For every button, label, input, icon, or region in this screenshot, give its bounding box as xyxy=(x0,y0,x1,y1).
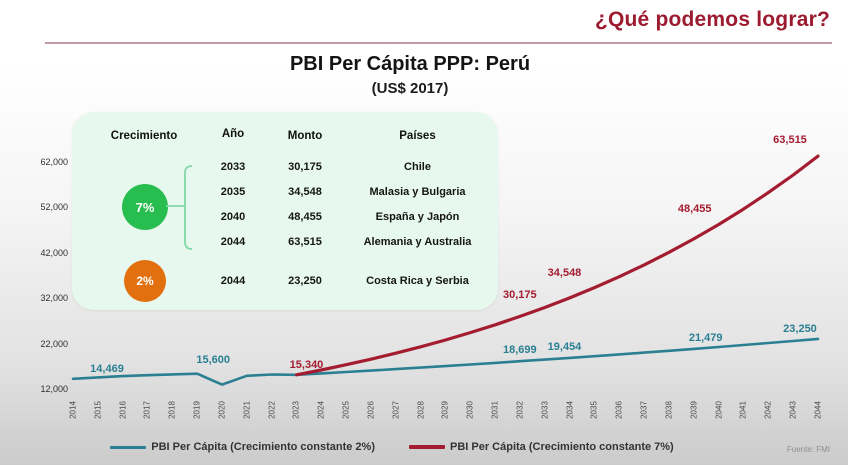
x-axis-tick: 2021 xyxy=(242,401,252,419)
data-point-label: 21,479 xyxy=(688,331,723,344)
col-header-paises: Países xyxy=(399,130,436,142)
legend-item-2pct: PBI Per Cápita (Crecimiento constante 2%… xyxy=(110,441,375,453)
scenario-table: Crecimiento Año Monto Países 7% 2% 2033 … xyxy=(72,112,498,310)
x-axis-tick: 2033 xyxy=(540,401,550,419)
row-amount: 63,515 xyxy=(288,236,322,248)
row-countries: España y Japón xyxy=(375,211,460,223)
x-axis-tick: 2035 xyxy=(589,401,599,419)
x-axis-tick: 2044 xyxy=(813,401,823,419)
x-axis-tick: 2019 xyxy=(192,401,202,419)
col-header-monto: Monto xyxy=(287,130,323,142)
chart-subtitle: (US$ 2017) xyxy=(371,80,449,97)
data-point-label: 23,250 xyxy=(783,322,817,335)
x-axis-tick: 2016 xyxy=(118,401,128,419)
x-axis-tick: 2020 xyxy=(217,401,227,419)
legend-line-teal-icon xyxy=(110,445,147,449)
data-point-label: 48,455 xyxy=(677,203,712,216)
x-axis-tick: 2030 xyxy=(465,401,475,419)
x-axis-tick: 2034 xyxy=(565,401,575,419)
legend-label: PBI Per Cápita (Crecimiento constante 7%… xyxy=(450,441,674,453)
row-year: 2044 xyxy=(220,236,246,248)
x-axis-tick: 2026 xyxy=(366,401,376,419)
x-axis-tick: 2029 xyxy=(440,401,450,419)
y-axis-tick: 12,000 xyxy=(40,384,68,394)
x-axis-tick: 2031 xyxy=(490,401,500,419)
y-axis-tick: 42,000 xyxy=(40,247,68,258)
x-axis-tick: 2017 xyxy=(142,401,152,419)
x-axis-tick: 2039 xyxy=(689,401,699,419)
x-axis-tick: 2023 xyxy=(291,401,301,419)
data-point-label: 18,699 xyxy=(503,343,537,356)
x-axis-tick: 2015 xyxy=(93,401,103,419)
x-axis-tick: 2024 xyxy=(316,401,326,419)
data-point-label: 14,469 xyxy=(90,362,124,375)
growth-2-badge: 2% xyxy=(124,260,166,302)
col-header-crecimiento: Crecimiento xyxy=(110,130,178,142)
row-amount: 30,175 xyxy=(288,161,322,173)
data-point-label: 15,340 xyxy=(289,358,324,371)
x-axis-tick: 2014 xyxy=(68,401,78,419)
row-year: 2033 xyxy=(220,161,246,173)
y-axis-tick: 62,000 xyxy=(40,157,68,167)
row-year: 2035 xyxy=(220,186,246,198)
x-axis-tick: 2038 xyxy=(664,401,674,419)
series-line-1 xyxy=(294,154,820,377)
x-axis-tick: 2041 xyxy=(738,401,748,419)
data-point-label: 34,548 xyxy=(547,266,582,279)
y-axis-tick: 22,000 xyxy=(40,338,68,349)
x-axis-tick: 2040 xyxy=(714,401,724,419)
header-question: ¿Qué podemos lograr? xyxy=(594,8,830,31)
legend-line-red-icon xyxy=(409,445,445,449)
row-countries: Malasia y Bulgaria xyxy=(369,186,466,198)
series-line-0 xyxy=(71,337,820,386)
data-point-label: 63,515 xyxy=(773,134,807,147)
bracket-icon xyxy=(166,165,193,250)
x-axis-tick: 2018 xyxy=(167,401,177,419)
legend-item-7pct: PBI Per Cápita (Crecimiento constante 7%… xyxy=(409,441,674,453)
row-countries: Chile xyxy=(404,161,431,173)
x-axis-tick: 2032 xyxy=(515,401,525,419)
x-axis-tick: 2025 xyxy=(341,401,351,419)
legend: PBI Per Cápita (Crecimiento constante 2%… xyxy=(0,441,816,453)
x-axis-tick: 2027 xyxy=(391,401,401,419)
source-note: Fuente: FMI xyxy=(786,445,830,454)
y-axis-tick: 52,000 xyxy=(40,202,68,213)
data-point-label: 19,454 xyxy=(547,341,582,354)
x-axis-tick: 2042 xyxy=(763,401,773,419)
row-amount: 48,455 xyxy=(288,211,322,223)
x-axis-tick: 2028 xyxy=(416,401,426,419)
col-header-ano: Año xyxy=(221,128,245,140)
x-axis-tick: 2043 xyxy=(788,401,798,419)
row-amount: 34,548 xyxy=(288,186,322,198)
x-axis-tick: 2036 xyxy=(614,401,624,419)
x-axis-tick: 2022 xyxy=(267,401,277,419)
growth-7-badge: 7% xyxy=(122,184,168,230)
y-axis-tick: 32,000 xyxy=(40,293,68,304)
header-rule xyxy=(45,42,832,44)
data-point-label: 15,600 xyxy=(196,353,230,366)
row-year: 2040 xyxy=(220,211,246,223)
row-countries: Costa Rica y Serbia xyxy=(366,275,469,287)
x-axis-tick: 2037 xyxy=(639,401,649,419)
row-year: 2044 xyxy=(220,275,246,287)
legend-label: PBI Per Cápita (Crecimiento constante 2%… xyxy=(151,441,375,453)
data-point-label: 30,175 xyxy=(503,289,537,302)
chart-title: PBI Per Cápita PPP: Perú xyxy=(289,53,531,75)
row-amount: 23,250 xyxy=(288,275,322,287)
row-countries: Alemania y Australia xyxy=(363,236,472,248)
